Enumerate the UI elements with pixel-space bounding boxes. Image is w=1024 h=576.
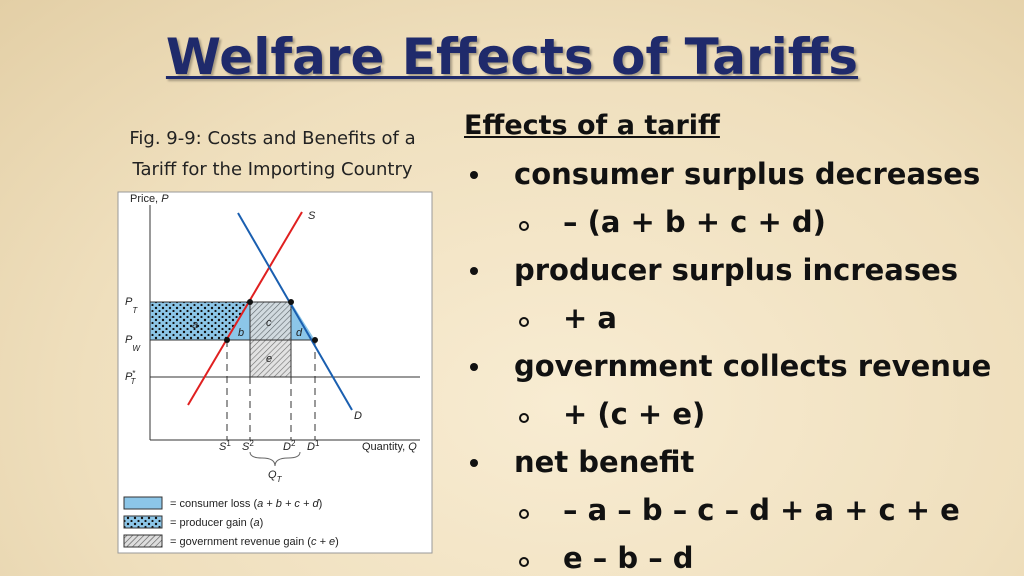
figure-caption: Tariff for the Importing Country	[132, 159, 413, 180]
price-label-base: P	[125, 334, 133, 346]
sub-item: – (a + b + c + d)	[464, 200, 991, 248]
legend-text: )	[319, 498, 323, 510]
points	[224, 299, 318, 343]
legend-swatch	[123, 496, 163, 510]
legend-text: a	[253, 517, 259, 529]
quantity-label-base: S	[242, 441, 250, 453]
demand-curve	[237, 212, 353, 411]
area-label: b	[238, 327, 244, 339]
price-label-base: P	[125, 296, 133, 308]
quantity-label: S1	[219, 439, 231, 453]
legend-text: = producer gain (	[170, 517, 254, 529]
legend-label: = producer gain (a)	[170, 517, 263, 529]
quantity-label: D2	[283, 439, 296, 453]
bullet-item: consumer surplus decreases	[464, 152, 991, 200]
quantity-label: D1	[307, 439, 320, 453]
legend-label: = government revenue gain (c + e)	[170, 536, 339, 548]
import-label-sub: T	[277, 475, 283, 484]
quantity-label-sup: 1	[315, 439, 320, 448]
import-label-base: Q	[268, 469, 277, 481]
legend-swatch	[123, 534, 163, 548]
area-label: c	[266, 317, 272, 329]
x-axis-label: Quantity, Q	[362, 441, 417, 453]
price-label: PW	[125, 334, 141, 353]
legend-text: a + b + c + d	[257, 498, 319, 510]
price-label-sub: T	[130, 377, 136, 386]
quantity-label-sup: 1	[226, 439, 231, 448]
area-label: d	[296, 327, 303, 339]
effects-list: Effects of a tariff consumer surplus decr…	[464, 104, 991, 576]
quantity-label-base: D	[307, 441, 315, 453]
legend-text: )	[260, 517, 264, 529]
sub-item: – a – b – c – d + a + c + e	[464, 488, 991, 536]
legend-text: )	[335, 536, 339, 548]
price-label: P* T	[125, 369, 136, 386]
quantity-label-base: D	[283, 441, 291, 453]
quantity-label: S2	[242, 439, 254, 453]
sub-item: + a	[464, 296, 991, 344]
sub-item: e – b – d	[464, 536, 991, 576]
legend-text: = government revenue gain (	[170, 536, 311, 548]
bullet-item: producer surplus increases	[464, 248, 991, 296]
area-label: a	[192, 319, 198, 331]
legend-text: c + e	[311, 536, 335, 548]
price-label-sub: W	[132, 344, 141, 353]
y-axis-label: Price, P	[130, 193, 169, 205]
import-label: QT	[268, 469, 283, 484]
legend-label: = consumer loss (a + b + c + d)	[170, 498, 322, 510]
producer-gain-area	[150, 302, 250, 340]
quantity-label-sup: 2	[249, 439, 254, 448]
supply-curve	[187, 211, 303, 406]
quantity-label-base: S	[219, 441, 227, 453]
guides	[150, 301, 420, 467]
slide-title: Welfare Effects of Tariffs	[165, 28, 859, 86]
area-label: e	[266, 353, 272, 365]
price-label-sup: *	[132, 369, 135, 378]
figure-caption: Fig. 9-9: Costs and Benefits of a	[129, 128, 416, 149]
supply-label: S	[308, 210, 316, 222]
price-label-base: P	[125, 371, 133, 383]
demand-label: D	[354, 410, 362, 422]
list-heading: Effects of a tariff	[464, 110, 720, 141]
price-label-sub: T	[132, 306, 138, 315]
bullet-item: net benefit	[464, 440, 991, 488]
price-label: PT	[125, 296, 138, 315]
quantity-label-sup: 2	[291, 439, 296, 448]
bullet-item: government collects revenue	[464, 344, 991, 392]
legend-text: = consumer loss (	[170, 498, 257, 510]
sub-item: + (c + e)	[464, 392, 991, 440]
legend-swatch	[123, 515, 163, 529]
